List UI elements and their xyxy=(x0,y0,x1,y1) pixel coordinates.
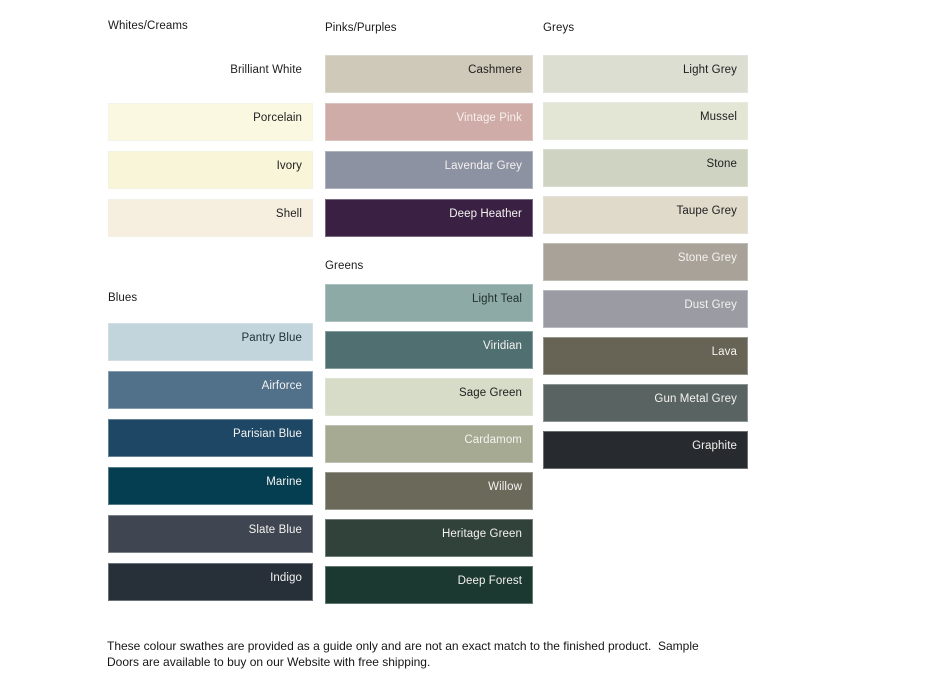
group-title-greens: Greens xyxy=(325,260,364,272)
swatch-slate-blue: Slate Blue xyxy=(108,515,313,553)
swatch-brilliant-white: Brilliant White xyxy=(108,55,313,93)
swatch-dust-grey: Dust Grey xyxy=(543,290,748,328)
swatch-mussel: Mussel xyxy=(543,102,748,140)
swatch-viridian: Viridian xyxy=(325,331,533,369)
swatch-label: Indigo xyxy=(270,572,302,584)
swatch-label: Brilliant White xyxy=(230,64,302,76)
swatch-stone: Stone xyxy=(543,149,748,187)
swatch-taupe-grey: Taupe Grey xyxy=(543,196,748,234)
swatch-label: Light Grey xyxy=(682,64,737,76)
swatch-lava: Lava xyxy=(543,337,748,375)
swatch-label: Sage Green xyxy=(458,387,522,399)
swatch-list-whites-creams: Brilliant White Porcelain Ivory Shell xyxy=(108,55,313,247)
swatch-label: Deep Heather xyxy=(449,208,522,220)
swatch-label: Gun Metal Grey xyxy=(654,393,737,405)
swatch-list-blues: Pantry Blue Airforce Parisian Blue Marine Sl… xyxy=(108,323,313,611)
swatch-label: Dust Grey xyxy=(684,299,737,311)
group-title-pinks-purples: Pinks/Purples xyxy=(325,22,397,34)
swatch-label: Lava xyxy=(711,346,737,358)
swatch-light-teal: Light Teal xyxy=(325,284,533,322)
swatch-sage-green: Sage Green xyxy=(325,378,533,416)
swatch-cashmere: Cashmere xyxy=(325,55,533,93)
swatch-label: Viridian xyxy=(483,340,522,352)
group-title-blues: Blues xyxy=(108,292,138,304)
swatch-willow: Willow xyxy=(325,472,533,510)
disclaimer-line-1: These colour swathes are provided as a g… xyxy=(107,639,699,653)
swatch-label: Porcelain xyxy=(253,112,302,124)
swatch-deep-forest: Deep Forest xyxy=(325,566,533,604)
swatch-cardamom: Cardamom xyxy=(325,425,533,463)
swatch-label: Taupe Grey xyxy=(676,205,737,217)
swatch-ivory: Ivory xyxy=(108,151,313,189)
swatch-label: Heritage Green xyxy=(441,528,522,540)
swatch-label: Shell xyxy=(275,208,302,220)
swatch-label: Graphite xyxy=(692,440,737,452)
swatch-label: Slate Blue xyxy=(248,524,302,536)
swatch-porcelain: Porcelain xyxy=(108,103,313,141)
swatch-label: Stone xyxy=(706,158,737,170)
swatch-label: Parisian Blue xyxy=(232,428,302,440)
swatch-airforce: Airforce xyxy=(108,371,313,409)
group-title-whites-creams: Whites/Creams xyxy=(108,20,188,32)
column-whites-blues: Whites/Creams Brilliant White Porcelain Iv… xyxy=(108,0,313,611)
swatch-stone-grey: Stone Grey xyxy=(543,243,748,281)
swatch-label: Pantry Blue xyxy=(241,332,302,344)
swatch-indigo: Indigo xyxy=(108,563,313,601)
swatch-label: Stone Grey xyxy=(677,252,737,264)
swatch-label: Cardamom xyxy=(464,434,522,446)
swatch-deep-heather: Deep Heather xyxy=(325,199,533,237)
swatch-list-greys: Light Grey Mussel Stone Taupe Grey Stone Gre… xyxy=(543,55,748,478)
swatch-parisian-blue: Parisian Blue xyxy=(108,419,313,457)
disclaimer: These colour swathes are provided as a g… xyxy=(107,639,699,670)
group-title-greys: Greys xyxy=(543,22,575,34)
swatch-gun-metal-grey: Gun Metal Grey xyxy=(543,384,748,422)
swatch-label: Willow xyxy=(488,481,522,493)
swatch-label: Vintage Pink xyxy=(456,112,522,124)
swatch-label: Mussel xyxy=(699,111,737,123)
swatch-light-grey: Light Grey xyxy=(543,55,748,93)
swatch-label: Light Teal xyxy=(471,293,522,305)
swatch-label: Cashmere xyxy=(468,64,522,76)
column-greys: Greys Light Grey Mussel Stone Taupe Grey Sto… xyxy=(543,0,748,478)
swatch-label: Airforce xyxy=(261,380,302,392)
swatch-label: Lavendar Grey xyxy=(444,160,522,172)
swatch-lavendar-grey: Lavendar Grey xyxy=(325,151,533,189)
swatch-pantry-blue: Pantry Blue xyxy=(108,323,313,361)
swatch-graphite: Graphite xyxy=(543,431,748,469)
swatch-label: Deep Forest xyxy=(457,575,522,587)
column-pinks-greens: Pinks/Purples Cashmere Vintage Pink Lavend… xyxy=(325,0,533,613)
swatch-shell: Shell xyxy=(108,199,313,237)
swatch-heritage-green: Heritage Green xyxy=(325,519,533,557)
swatch-list-pinks-purples: Cashmere Vintage Pink Lavendar Grey Deep He… xyxy=(325,55,533,247)
disclaimer-line-2: Doors are available to buy on our Websit… xyxy=(107,654,431,669)
swatch-label: Ivory xyxy=(276,160,302,172)
swatch-label: Marine xyxy=(266,476,302,488)
swatch-marine: Marine xyxy=(108,467,313,505)
swatch-vintage-pink: Vintage Pink xyxy=(325,103,533,141)
swatch-list-greens: Light Teal Viridian Sage Green Cardamom Will… xyxy=(325,284,533,613)
